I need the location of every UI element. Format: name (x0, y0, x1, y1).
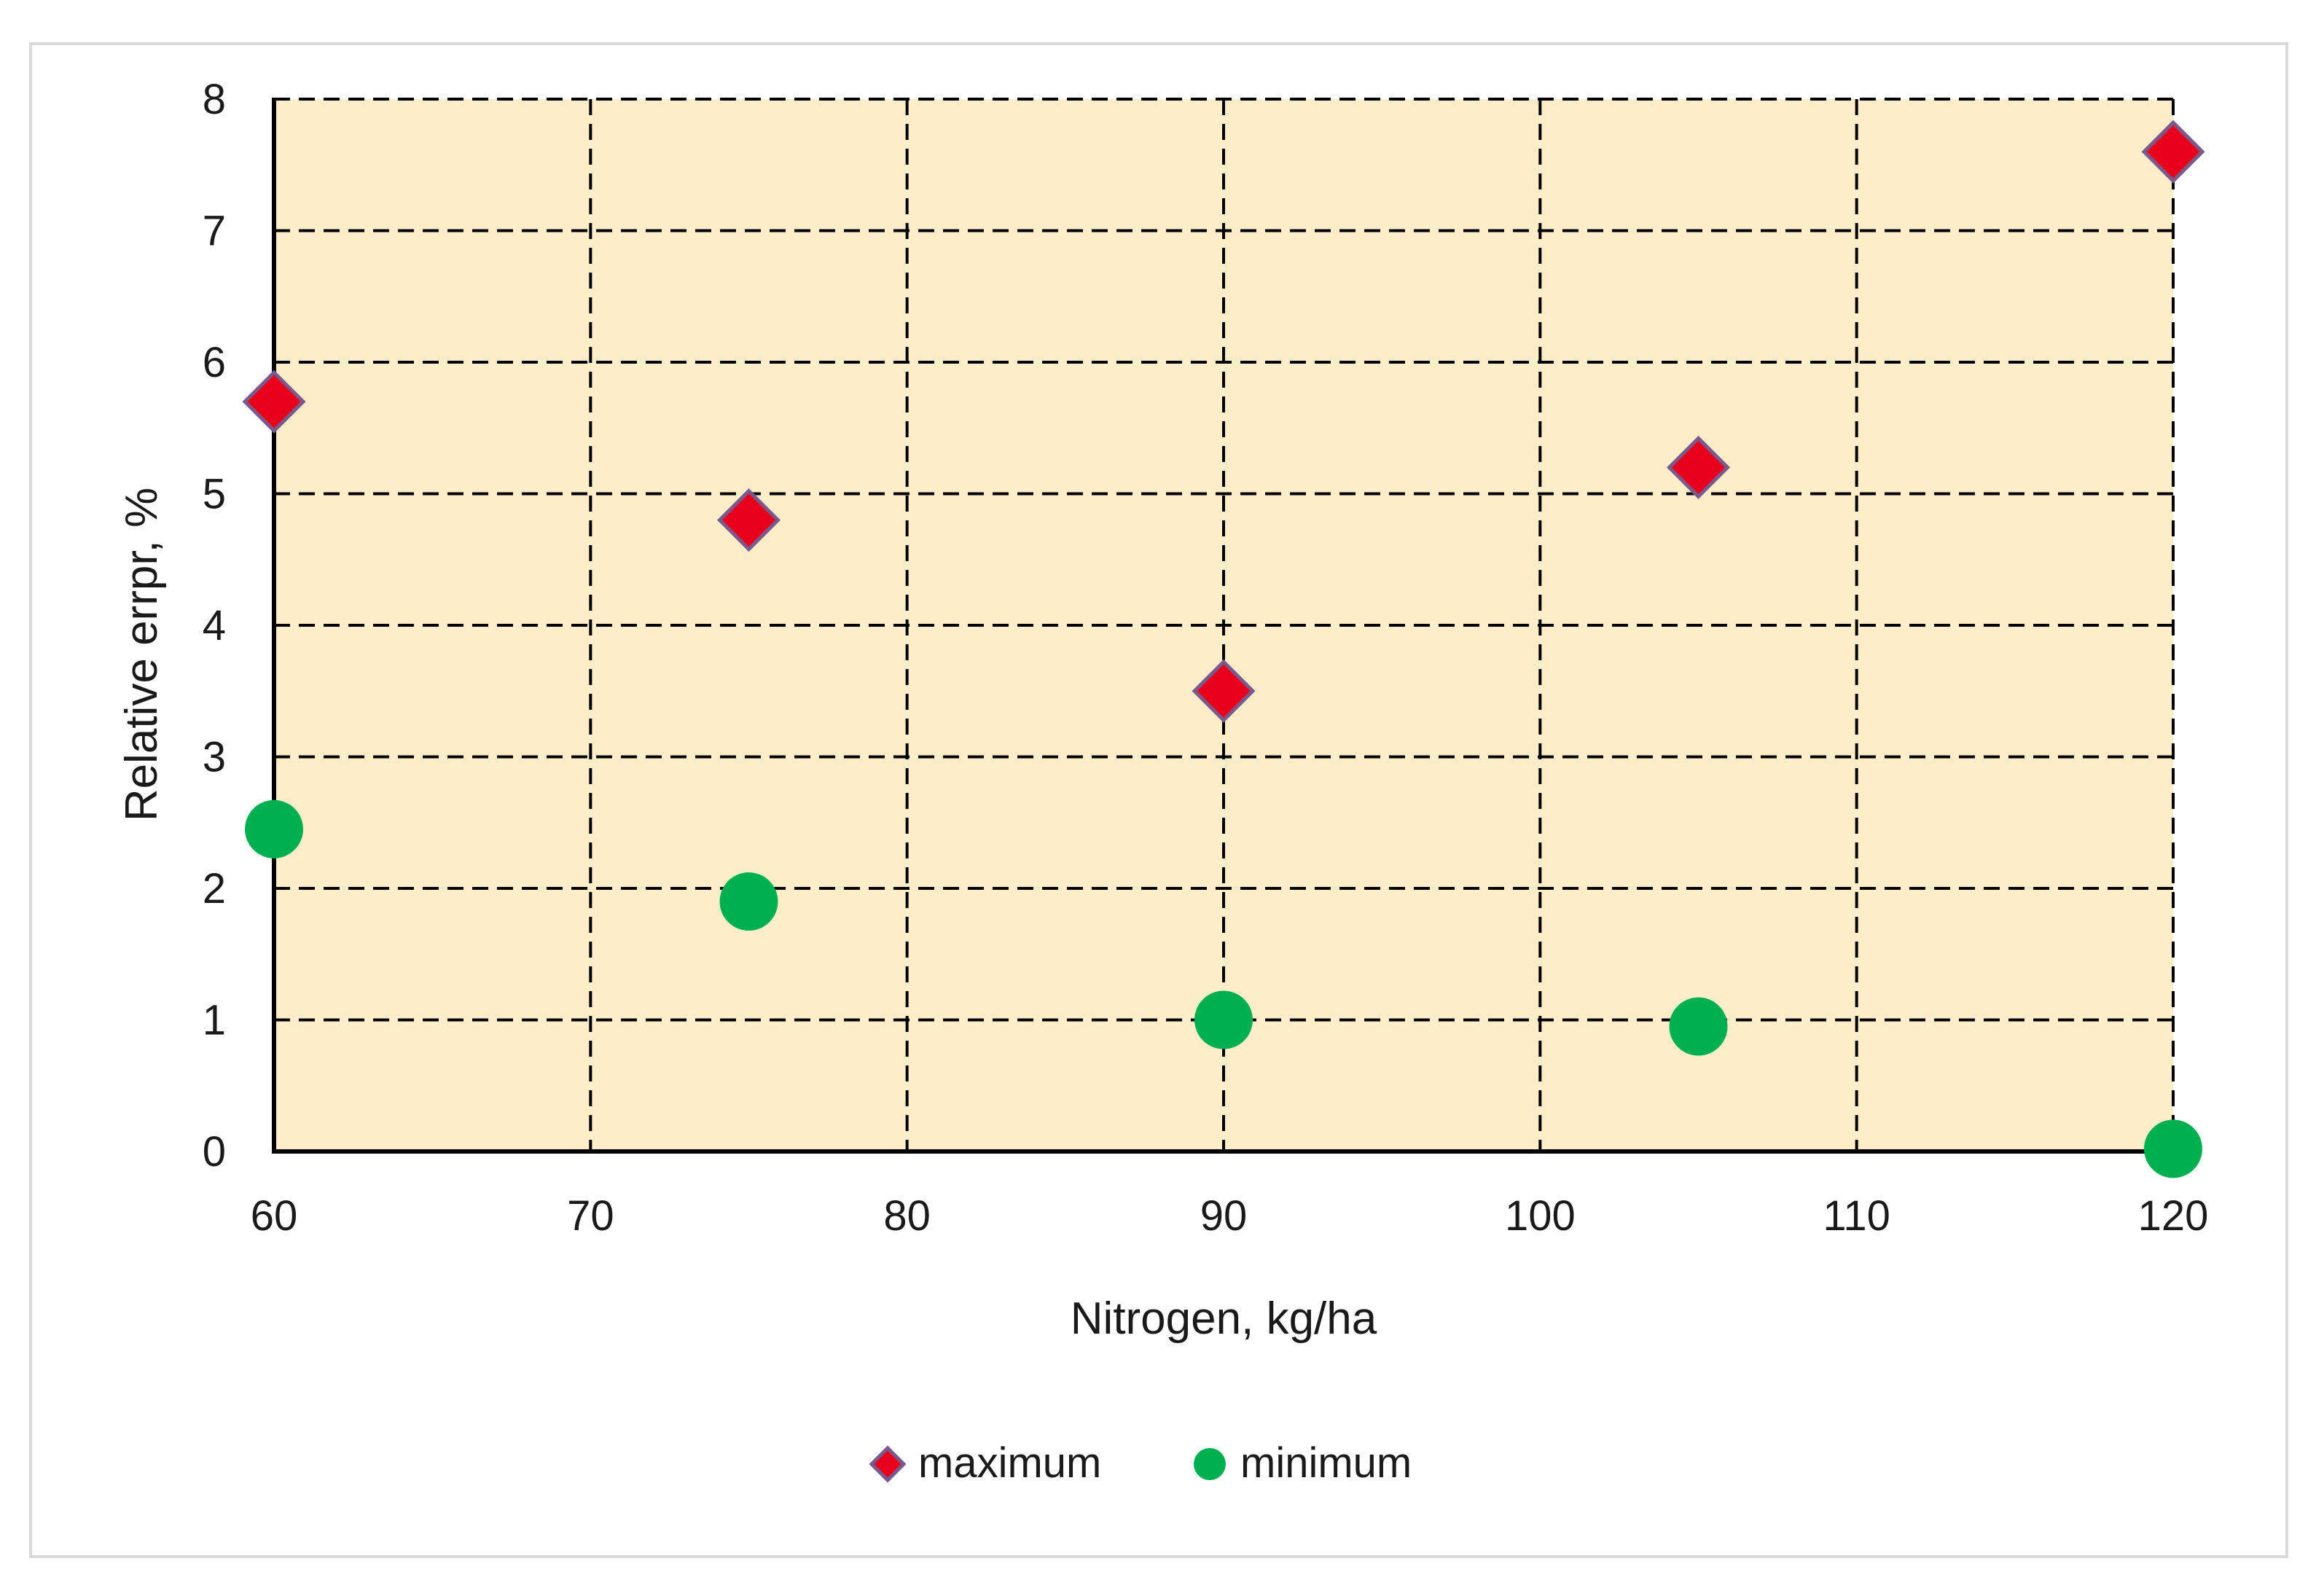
minimum-point (1194, 990, 1253, 1049)
data-points (242, 120, 2205, 1178)
y-tick-label: 8 (203, 76, 226, 123)
x-tick-labels: 60 70 80 90 100 110 120 (251, 1192, 2209, 1240)
y-tick-label: 1 (203, 997, 226, 1044)
x-tick-label: 90 (1200, 1192, 1248, 1240)
legend: maximum minimum (869, 1439, 1412, 1487)
y-tick-labels: 0 1 2 3 4 5 6 7 8 (203, 76, 226, 1176)
minimum-point (1669, 997, 1728, 1056)
legend-item-maximum: maximum (869, 1439, 1101, 1487)
minimum-point (719, 872, 778, 931)
x-axis-title: Nitrogen, kg/ha (1071, 1294, 1377, 1344)
legend-label: maximum (918, 1439, 1101, 1487)
x-tick-label: 120 (2138, 1192, 2209, 1240)
minimum-point (245, 799, 303, 858)
y-tick-label: 2 (203, 865, 226, 912)
legend-item-minimum: minimum (1194, 1439, 1412, 1487)
x-tick-label: 60 (251, 1192, 298, 1240)
y-tick-label: 0 (203, 1128, 226, 1176)
legend-marker-maximum (869, 1445, 907, 1483)
y-tick-label: 6 (203, 339, 226, 386)
x-tick-label: 80 (883, 1192, 931, 1240)
axes (272, 98, 2173, 1154)
legend-marker-minimum (1194, 1448, 1226, 1480)
maximum-point (1192, 659, 1256, 723)
y-tick-label: 4 (203, 602, 226, 649)
y-axis-title: Relative errpr, % (117, 488, 167, 821)
maximum-point (716, 488, 781, 552)
x-tick-label: 70 (567, 1192, 614, 1240)
legend-label: minimum (1240, 1439, 1412, 1487)
y-tick-label: 3 (203, 734, 226, 781)
y-tick-label: 5 (203, 471, 226, 518)
maximum-point (242, 369, 306, 434)
maximum-point (1666, 435, 1731, 499)
x-tick-label: 110 (1823, 1192, 1890, 1240)
minimum-point (2144, 1119, 2202, 1178)
x-tick-label: 100 (1505, 1192, 1576, 1240)
maximum-point (2141, 120, 2205, 184)
y-tick-label: 7 (203, 208, 226, 255)
